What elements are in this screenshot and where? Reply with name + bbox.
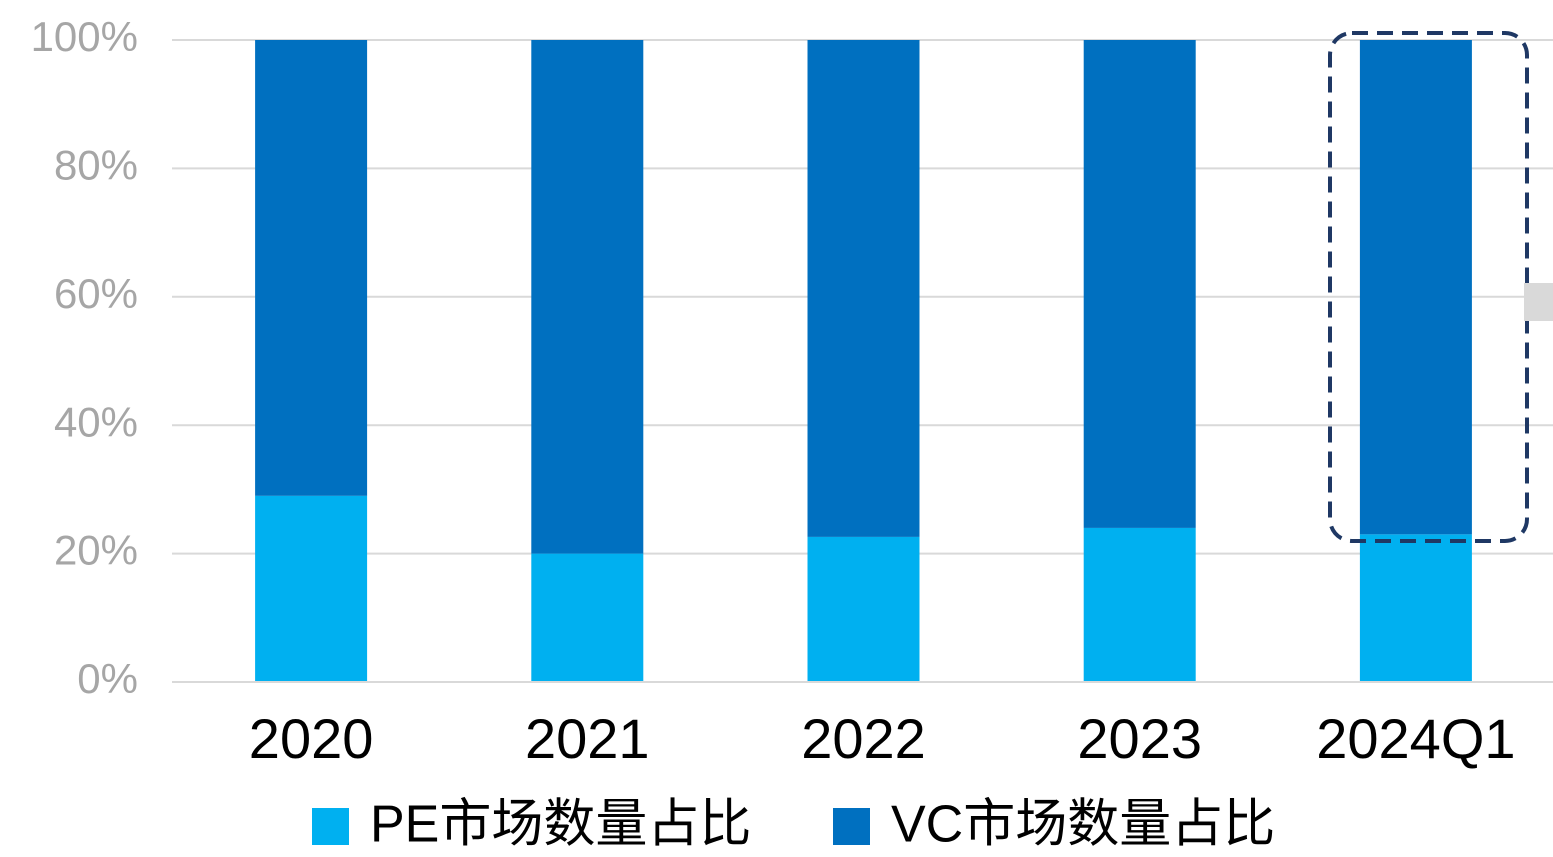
x-tick-label: 2020 bbox=[249, 707, 374, 770]
x-tick-label: 2022 bbox=[801, 707, 926, 770]
bar-segment bbox=[807, 40, 920, 537]
bar-segment bbox=[807, 536, 920, 682]
bar-segment bbox=[531, 40, 644, 554]
x-tick-label: 2023 bbox=[1077, 707, 1202, 770]
y-tick-label: 80% bbox=[54, 141, 138, 188]
legend-swatch bbox=[833, 808, 870, 845]
y-tick-label: 20% bbox=[54, 527, 138, 574]
bar-segment bbox=[531, 553, 644, 682]
y-tick-label: 60% bbox=[54, 270, 138, 317]
legend-swatch bbox=[312, 808, 349, 845]
bar-segment bbox=[1359, 40, 1472, 535]
legend-label: PE市场数量占比 bbox=[370, 796, 751, 854]
side-tab bbox=[1524, 283, 1553, 321]
y-tick-label: 0% bbox=[77, 655, 138, 702]
y-tick-label: 40% bbox=[54, 398, 138, 445]
bar-segment bbox=[255, 40, 368, 496]
highlight-box bbox=[1328, 31, 1529, 543]
bar-segment bbox=[255, 495, 368, 682]
x-tick-label: 2021 bbox=[525, 707, 650, 770]
bar-segment bbox=[1359, 534, 1472, 682]
bar-segment bbox=[1083, 40, 1196, 528]
y-tick-label: 100% bbox=[31, 13, 138, 60]
x-tick-label: 2024Q1 bbox=[1316, 707, 1515, 770]
bar-segment bbox=[1083, 527, 1196, 682]
legend-label: VC市场数量占比 bbox=[891, 796, 1275, 854]
